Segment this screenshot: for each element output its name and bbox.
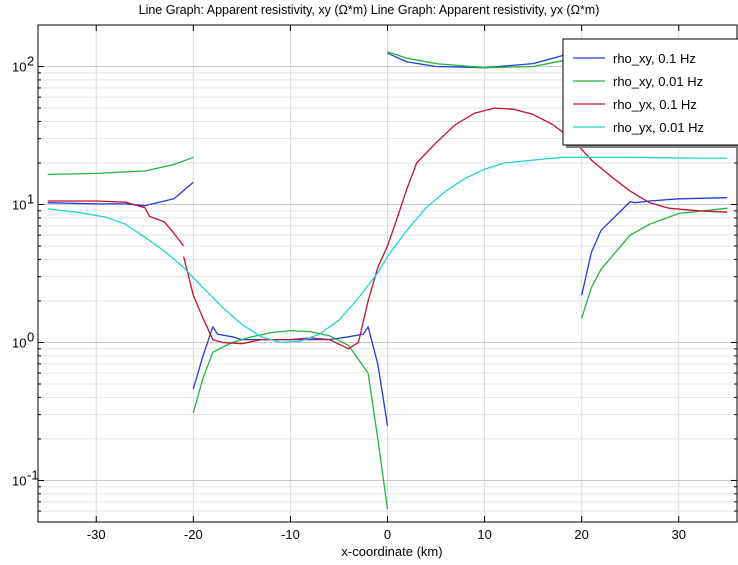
legend-label: rho_yx, 0.1 Hz	[613, 97, 697, 112]
y-tick-label: 10 0	[12, 329, 34, 350]
legend-label: rho_xy, 0.1 Hz	[613, 51, 696, 66]
x-tick-label: 20	[574, 527, 588, 542]
y-tick-label-base: 10	[12, 473, 26, 488]
x-tick-label: 0	[384, 527, 391, 542]
y-tick-label-exponent: -1	[27, 467, 39, 482]
y-tick-label: 10 2	[12, 54, 34, 75]
y-tick-label-exponent: 1	[27, 192, 34, 207]
series-lines	[47, 43, 728, 510]
y-tick-label-base: 10	[12, 335, 26, 350]
series-line-2-segment-2	[192, 329, 389, 510]
y-tick-label-base: 10	[12, 198, 26, 213]
series-line-2-segment-3	[387, 51, 582, 69]
series-line-3-segment-2	[182, 107, 728, 350]
series-line-1-segment-4	[581, 197, 728, 296]
y-tick-label-exponent: 2	[27, 54, 34, 69]
x-axis-label: x-coordinate (km)	[341, 544, 442, 559]
series-line-2-segment-1	[47, 156, 194, 176]
series-line-4-segment-1	[47, 156, 728, 344]
y-tick-label: 10 1	[12, 192, 34, 213]
y-tick-label: 10 -1	[12, 467, 39, 488]
x-tick-label: 10	[477, 527, 491, 542]
legend-label: rho_yx, 0.01 Hz	[613, 120, 704, 135]
y-tick-label-exponent: 0	[27, 329, 34, 344]
x-tick-label: 30	[672, 527, 686, 542]
series-line-2-segment-4	[581, 207, 728, 319]
series-line-3-segment-1	[47, 200, 185, 247]
x-tick-labels: -30 -20 -10 0 10 20 30	[87, 527, 686, 542]
y-tick-label-base: 10	[12, 60, 26, 75]
chart-title: Line Graph: Apparent resistivity, xy (Ω*…	[139, 3, 600, 17]
x-tick-label: -20	[184, 527, 203, 542]
x-tick-label: -10	[281, 527, 300, 542]
legend-label: rho_xy, 0.01 Hz	[613, 74, 703, 89]
x-tick-label: -30	[87, 527, 106, 542]
legend: rho_xy, 0.1 Hz rho_xy, 0.01 Hz rho_yx, 0.1…	[562, 38, 738, 148]
